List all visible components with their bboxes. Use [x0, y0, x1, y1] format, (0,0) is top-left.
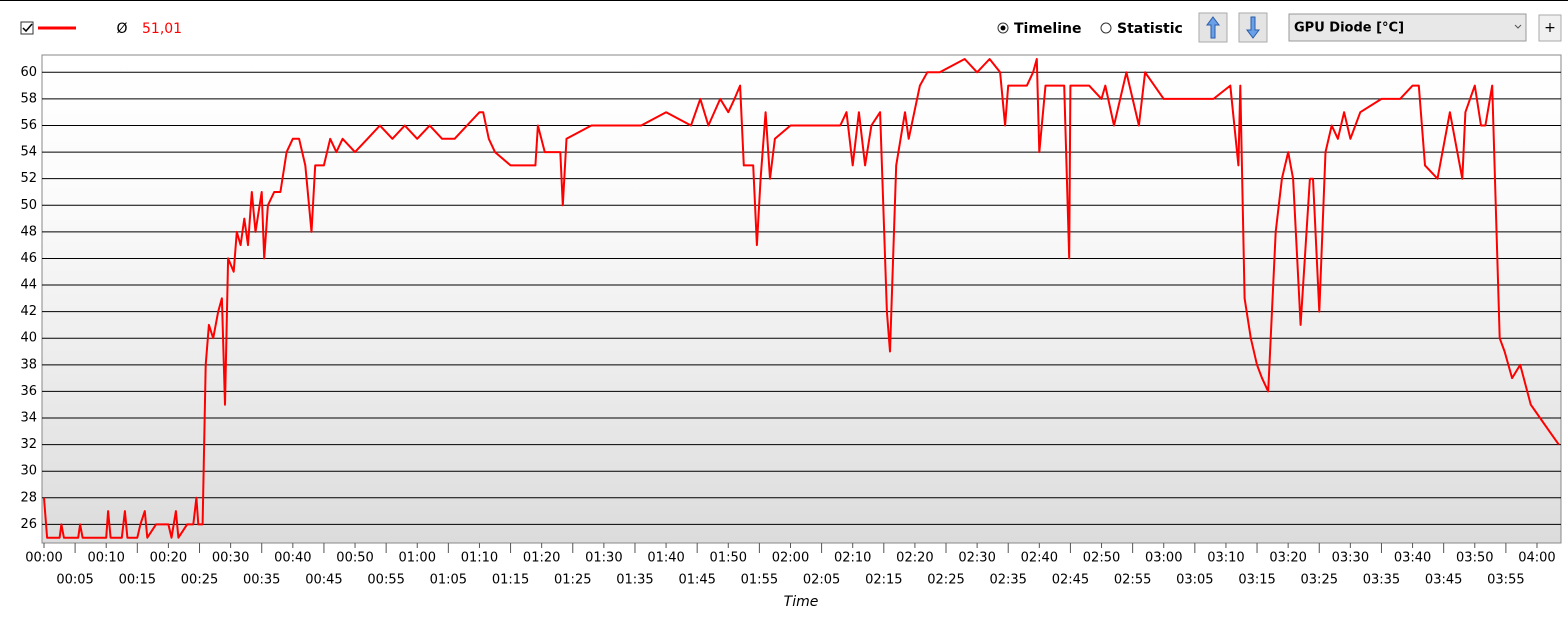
y-tick-label: 48	[20, 224, 37, 239]
x-tick-label: 02:45	[1052, 573, 1089, 588]
x-tick-label: 00:00	[25, 551, 62, 566]
up-arrow	[1206, 16, 1220, 39]
statistic-label[interactable]: Statistic	[1117, 21, 1183, 37]
x-tick-label: 02:30	[958, 551, 995, 566]
down-arrow	[1246, 16, 1260, 39]
x-tick-label: 01:40	[647, 551, 684, 566]
x-axis-title: Time	[784, 594, 819, 610]
x-tick-label: 02:10	[834, 551, 871, 566]
sensor-dropdown[interactable]	[1288, 13, 1527, 42]
y-tick-label: 46	[20, 251, 37, 266]
x-tick-label: 02:05	[803, 573, 840, 588]
y-tick-label: 52	[20, 171, 37, 186]
y-tick-label: 60	[20, 65, 37, 80]
toolbar: Ø 51,01 Timeline Statistic GPU Diode [°C…	[20, 12, 1562, 43]
x-tick-label: 00:20	[150, 551, 187, 566]
y-tick-label: 36	[20, 384, 37, 399]
x-tick-label: 04:00	[1518, 551, 1555, 566]
x-tick-label: 01:15	[492, 573, 529, 588]
x-tick-label: 01:50	[710, 551, 747, 566]
x-tick-label: 03:20	[1269, 551, 1306, 566]
x-tick-label: 00:15	[119, 573, 156, 588]
checkbox[interactable]	[20, 21, 34, 35]
x-tick-label: 02:20	[896, 551, 933, 566]
data-line	[43, 58, 1560, 539]
y-tick-label: 34	[20, 411, 37, 426]
x-tick-label: 03:00	[1145, 551, 1182, 566]
y-tick-label: 28	[20, 490, 37, 505]
x-tick-label: 02:00	[772, 551, 809, 566]
x-tick-label: 00:35	[243, 573, 280, 588]
y-tick-label: 38	[20, 357, 37, 372]
x-tick-label: 03:15	[1238, 573, 1275, 588]
x-tick-label: 01:35	[616, 573, 653, 588]
add-label: +	[1544, 20, 1556, 36]
x-tick-label: 03:10	[1207, 551, 1244, 566]
average-symbol: Ø	[116, 21, 127, 37]
add-button[interactable]	[1538, 14, 1562, 42]
timeline-label[interactable]: Timeline	[1014, 21, 1082, 37]
x-tick-label: 01:10	[461, 551, 498, 566]
x-tick-label: 00:25	[181, 573, 218, 588]
x-tick-label: 03:30	[1332, 551, 1369, 566]
y-tick-label: 42	[20, 304, 37, 319]
x-tick-label: 00:50	[336, 551, 373, 566]
radio-dot	[1000, 25, 1006, 31]
x-tick-label: 02:50	[1083, 551, 1120, 566]
sensor-label: GPU Diode [°C]	[1294, 21, 1404, 36]
x-tick-label: 02:40	[1021, 551, 1058, 566]
y-tick-label: 56	[20, 118, 37, 133]
x-tick-label: 02:25	[927, 573, 964, 588]
x-tick-label: 03:25	[1301, 573, 1338, 588]
plot-area	[41, 54, 1562, 544]
x-tick-label: 03:50	[1456, 551, 1493, 566]
y-tick-label: 58	[20, 91, 37, 106]
y-tick-label: 50	[20, 198, 37, 213]
x-tick-label: 02:15	[865, 573, 902, 588]
x-tick-label: 00:30	[212, 551, 249, 566]
x-tick-label: 03:05	[1176, 573, 1213, 588]
x-tick-label: 03:55	[1487, 573, 1524, 588]
x-tick-label: 01:55	[741, 573, 778, 588]
y-tick-label: 26	[20, 517, 37, 532]
y-tick-label: 32	[20, 437, 37, 452]
y-tick-label: 44	[20, 278, 37, 293]
x-tick-label: 01:05	[430, 573, 467, 588]
x-tick-label: 03:40	[1394, 551, 1431, 566]
x-tick-label: 01:00	[399, 551, 436, 566]
x-tick-label: 03:35	[1363, 573, 1400, 588]
y-tick-label: 40	[20, 331, 37, 346]
x-tick-label: 00:05	[56, 573, 93, 588]
x-tick-label: 02:55	[1114, 573, 1151, 588]
x-tick-label: 03:45	[1425, 573, 1462, 588]
x-tick-label: 01:20	[523, 551, 560, 566]
dropdown-arrow	[1514, 24, 1522, 29]
x-tick-label: 01:25	[554, 573, 591, 588]
y-tick-label: 30	[20, 464, 37, 479]
radio-statistic[interactable]	[1100, 22, 1112, 34]
x-tick-label: 01:30	[585, 551, 622, 566]
x-tick-label: 00:45	[305, 573, 342, 588]
x-tick-label: 02:35	[989, 573, 1026, 588]
x-tick-label: 00:55	[367, 573, 404, 588]
average-value: 51,01	[142, 21, 182, 37]
x-tick-label: 01:45	[678, 573, 715, 588]
check-mark	[22, 23, 33, 33]
y-tick-label: 54	[20, 145, 37, 160]
x-tick-label: 00:40	[274, 551, 311, 566]
x-tick-label: 00:10	[87, 551, 124, 566]
